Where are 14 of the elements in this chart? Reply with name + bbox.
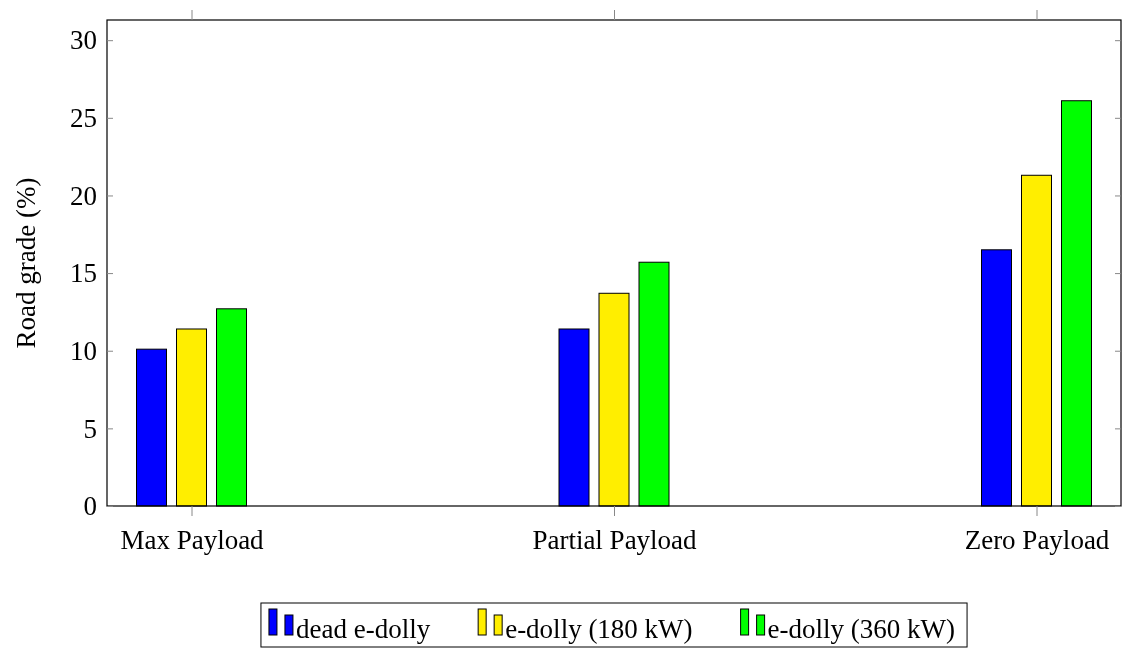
y-tick-label: 25 [70,102,97,133]
y-tick-label: 20 [70,180,97,211]
x-tick-label: Max Payload [120,525,265,556]
y-tick-label: 15 [70,258,97,289]
legend-label: e-dolly (360 kW) [767,614,956,644]
y-axis-title: Road grade (%) [11,177,41,349]
y-tick-label: 5 [83,413,97,444]
legend-label: dead e-dolly [295,614,431,644]
x-tick-label: Zero Payload [964,525,1110,556]
x-tick-label: Partial Payload [532,525,698,556]
legend-label: e-dolly (180 kW) [505,614,693,644]
y-tick-label: 0 [83,491,97,522]
y-tick-label: 30 [70,25,97,56]
y-tick-label: 10 [70,335,97,366]
